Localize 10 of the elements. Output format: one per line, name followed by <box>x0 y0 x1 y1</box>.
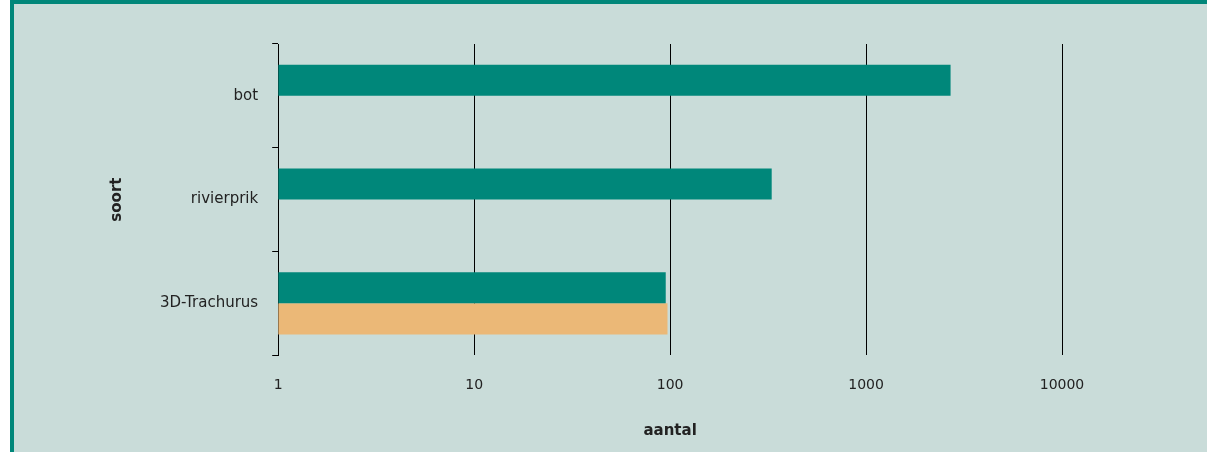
x-tick-label: 100 <box>656 376 684 393</box>
y-tick-label: 3D-Trachurus <box>159 293 259 312</box>
x-axis-title: aantal <box>643 420 697 439</box>
y-tick-label: rivierprik <box>190 189 259 208</box>
x-tick-label: 1 <box>273 376 283 393</box>
x-tick-label: 10000 <box>1039 376 1085 393</box>
x-tick-label: 1000 <box>848 376 884 393</box>
x-tick-label: 10 <box>465 376 484 393</box>
y-tick-label: bot <box>233 85 259 104</box>
y-axis-title: soort <box>106 177 125 222</box>
